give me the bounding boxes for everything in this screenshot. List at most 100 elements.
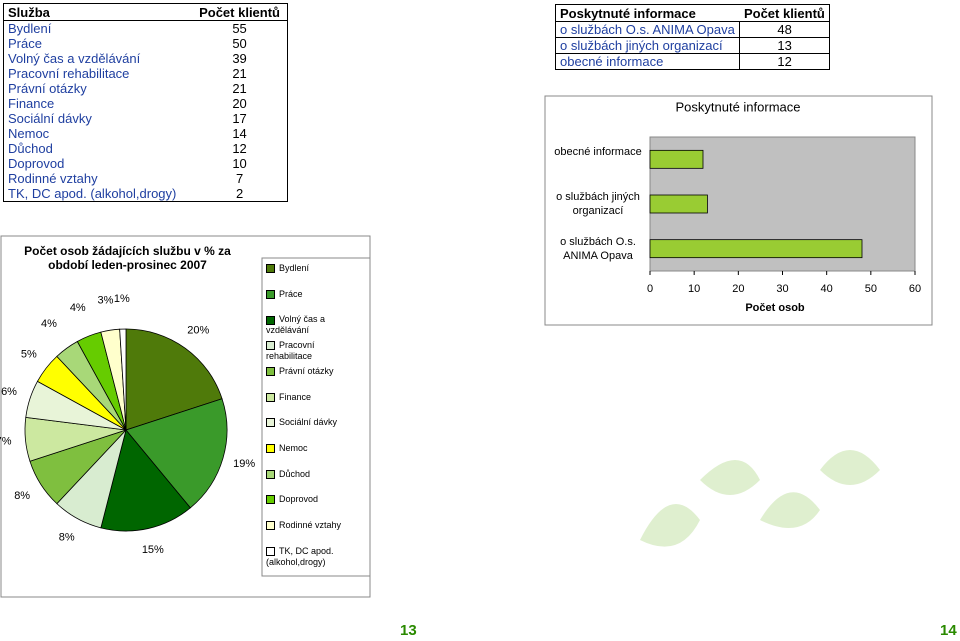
slice-label: 15% xyxy=(142,544,164,556)
x-tick-label: 60 xyxy=(909,283,921,295)
legend-label: Sociální dávky xyxy=(279,417,338,428)
row: Právní otázky 21 xyxy=(4,81,288,96)
row: Pracovní rehabilitace 21 xyxy=(4,66,288,81)
legend-swatch xyxy=(266,341,275,351)
row: Důchod 12 xyxy=(4,141,288,156)
legend-item: Doprovod xyxy=(266,494,361,505)
slice-label: 8% xyxy=(14,490,30,502)
bar-title: Poskytnuté informace xyxy=(675,99,800,114)
cell: Důchod xyxy=(8,141,53,156)
cell: 7 xyxy=(235,171,244,186)
bar xyxy=(649,149,704,169)
cell: Nemoc xyxy=(8,126,50,141)
row: Finance 20 xyxy=(4,96,288,111)
legend-item: Pracovní rehabilitace xyxy=(266,340,361,362)
row: obecné informace 12 xyxy=(555,53,830,70)
legend-item: Právní otázky xyxy=(266,366,361,377)
cell: Doprovod xyxy=(8,156,65,171)
cell: Pracovní rehabilitace xyxy=(8,66,130,81)
legend-item: Rodinné vztahy xyxy=(266,520,361,531)
cell: 12 xyxy=(232,141,247,156)
header-row: Poskytnuté informace Počet klientů xyxy=(555,5,830,22)
row: TK, DC apod. (alkohol,drogy) 2 xyxy=(4,186,288,202)
legend-swatch xyxy=(266,264,275,274)
cell: 12 xyxy=(739,53,830,70)
info-table: Poskytnuté informace Počet klientů o služb… xyxy=(555,4,830,70)
slice-label: 6% xyxy=(1,386,17,398)
legend-swatch xyxy=(266,444,275,454)
services-table: Služba Počet klientů Bydlení 55 Práce 50 Volný… xyxy=(3,3,288,202)
legend-swatch xyxy=(266,418,275,428)
cell: Volný čas a vzdělávání xyxy=(8,51,141,66)
cell: 21 xyxy=(232,81,247,96)
bar xyxy=(649,239,863,259)
cell: 2 xyxy=(235,186,244,201)
legend-item: Volný čas a vzdělávání xyxy=(266,314,361,336)
legend-item: Bydlení xyxy=(266,263,361,274)
legend-item: Sociální dávky xyxy=(266,417,361,428)
legend-label: Finance xyxy=(279,391,312,402)
page-number: 13 xyxy=(400,622,417,639)
slice-label: 3% xyxy=(98,295,114,307)
leaf-decoration xyxy=(640,450,880,547)
x-tick-label: 40 xyxy=(821,283,833,295)
header-cell: Poskytnuté informace xyxy=(560,5,696,21)
legend-swatch xyxy=(266,521,275,531)
x-tick-label: 30 xyxy=(776,283,788,295)
legend-swatch xyxy=(266,469,275,479)
cell: 10 xyxy=(232,156,247,171)
slice-label: 19% xyxy=(233,458,255,470)
header-cell: Počet klientů xyxy=(199,4,281,20)
legend-label: Bydlení xyxy=(279,263,310,273)
slice-label: 4% xyxy=(70,302,86,314)
legend-label: Rodinné vztahy xyxy=(279,520,342,530)
legend-swatch xyxy=(266,366,275,376)
legend-label: Volný čas a vzdělávání xyxy=(266,314,326,336)
pie-slice xyxy=(100,429,191,532)
row: o službách O.s. ANIMA Opava 48 xyxy=(555,21,830,38)
x-tick-label: 0 xyxy=(647,283,653,295)
legend-item: Důchod xyxy=(266,469,361,480)
x-tick-label: 50 xyxy=(865,283,877,295)
legend-swatch xyxy=(266,392,275,402)
legend-label: Doprovod xyxy=(279,494,319,505)
slice-label: 7% xyxy=(0,435,12,447)
pie-slice xyxy=(125,398,228,509)
row: Bydlení 55 xyxy=(4,21,288,37)
cell: 48 xyxy=(739,21,830,38)
cell: Právní otázky xyxy=(8,81,87,96)
x-tick-label: 10 xyxy=(688,283,700,295)
cell: 39 xyxy=(232,51,247,66)
legend-frame xyxy=(261,257,371,577)
legend-item: TK, DC apod. (alkohol,drogy) xyxy=(266,546,361,568)
legend-item: Finance xyxy=(266,392,361,403)
legend-label: Právní otázky xyxy=(279,365,334,376)
y-tick-label: obecné informace xyxy=(554,146,642,159)
pie-title: Počet osob žádajících službu v % za obdo… xyxy=(24,244,231,272)
legend-swatch xyxy=(266,495,275,505)
cell: 17 xyxy=(232,111,247,126)
row: Nemoc 14 xyxy=(4,126,288,141)
cell: o službách O.s. ANIMA Opava xyxy=(560,22,735,37)
row: Práce 50 xyxy=(4,36,288,51)
page-number: 14 xyxy=(940,622,957,639)
legend-item: Práce xyxy=(266,289,361,300)
cell: 20 xyxy=(232,96,247,111)
legend-label: Nemoc xyxy=(279,442,308,453)
y-tick-label: o službách O.s. ANIMA Opava xyxy=(560,235,636,262)
bar-frame xyxy=(544,95,933,326)
slice-label: 20% xyxy=(187,324,209,336)
cell: 13 xyxy=(739,37,830,54)
cell: o službách jiných organizací xyxy=(560,38,723,53)
slice-label: 4% xyxy=(41,318,57,330)
legend-swatch xyxy=(266,289,275,299)
header-cell: Počet klientů xyxy=(743,5,825,21)
slice-label: 1% xyxy=(114,293,130,305)
header-row: Služba Počet klientů xyxy=(3,4,288,21)
x-axis-label: Počet osob xyxy=(745,302,805,314)
cell: 21 xyxy=(232,66,247,81)
row: Doprovod 10 xyxy=(4,156,288,171)
header-cell: Služba xyxy=(8,4,50,20)
